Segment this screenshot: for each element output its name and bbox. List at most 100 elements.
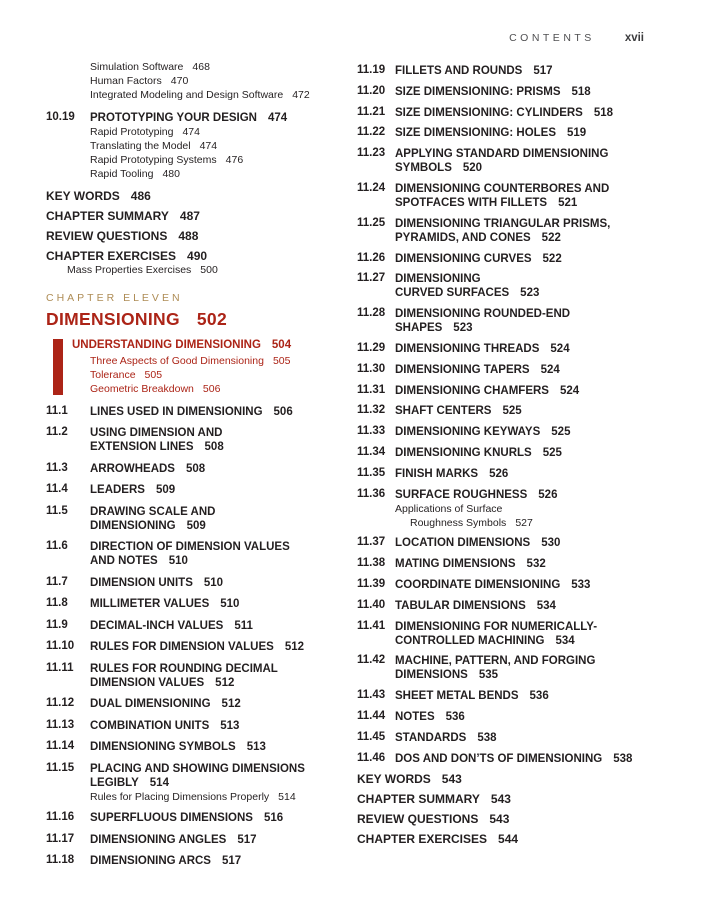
toc-entry: 11.23 APPLYING STANDARD DIMENSIONING SYMBO… [357, 147, 697, 175]
toc-entry-number: 11.44 [357, 709, 386, 722]
toc-entry: 11.8 MILLIMETER VALUES 510 [46, 597, 350, 611]
toc-entry-title: COMBINATION UNITS 513 [90, 719, 240, 732]
toc-entry-title: DIMENSIONING CURVES 522 [395, 252, 562, 265]
toc-entry-title: RULES FOR ROUNDING DECIMAL [90, 662, 278, 675]
toc-entry-number: 11.34 [357, 445, 386, 458]
back-matter-label: REVIEW QUESTIONS 543 [357, 812, 510, 827]
toc-entry-number: 11.22 [357, 126, 386, 139]
toc-page-number: 474 [182, 126, 200, 138]
toc-sub-item: Geometric Breakdown 506 [72, 382, 350, 396]
toc-entry: 11.26 DIMENSIONING CURVES 522 [357, 252, 697, 266]
toc-entry: 11.11 RULES FOR ROUNDING DECIMAL DIMENSION… [46, 662, 350, 690]
toc-entry-number: 11.20 [357, 84, 386, 97]
toc-entry: 11.2 USING DIMENSION AND EXTENSION LINES 50… [46, 426, 350, 454]
toc-sub-line: Geometric Breakdown 506 [90, 382, 221, 395]
toc-column-right: 11.19 FILLETS AND ROUNDS 517 11.20 SIZE DIME… [357, 60, 697, 852]
toc-entry-number: 11.46 [357, 751, 386, 764]
back-matter-item: KEY WORDS 543 [357, 772, 697, 787]
toc-entry: 11.3 ARROWHEADS 508 [46, 462, 350, 476]
toc-page-number: 525 [542, 446, 562, 459]
toc-page-number: 518 [593, 106, 614, 119]
toc-sub-item: Human Factors 470 [90, 74, 350, 88]
toc-entry: 11.28 DIMENSIONING ROUNDED-END SHAPES 523 [357, 307, 697, 335]
toc-entry-title: DIMENSIONING ARCS 517 [90, 855, 242, 867]
toc-entry-number: 11.35 [357, 466, 386, 479]
toc-entry-title: DIMENSIONING FOR NUMERICALLY- [395, 620, 598, 633]
toc-page-number: 524 [540, 363, 560, 376]
toc-entry: 11.36 SURFACE ROUGHNESS 526 Applications of… [357, 488, 697, 530]
toc-entry-title: LOCATION DIMENSIONS 530 [395, 537, 561, 550]
toc-entry: 11.10 RULES FOR DIMENSION VALUES 512 [46, 640, 350, 654]
toc-sub-line: Integrated Modeling and Design Software 4… [90, 89, 310, 101]
toc-page-number: 509 [186, 519, 206, 532]
toc-entry-title: SHEET METAL BENDS 536 [395, 690, 549, 703]
toc-entry-title: CURVED SURFACES 523 [395, 287, 540, 300]
toc-page-number: 508 [204, 441, 224, 453]
toc-column-left: Simulation Software 468 Human Factors 470 In… [46, 60, 350, 876]
toc-sub-line: Roughness Symbols 527 [410, 516, 533, 529]
toc-page-number: 512 [215, 676, 235, 689]
back-matter-item: CHAPTER EXERCISES 544 [357, 832, 697, 847]
toc-entry-number: 11.36 [357, 487, 386, 500]
toc-entry: 11.42 MACHINE, PATTERN, AND FORGING DIMENS… [357, 654, 697, 682]
toc-page-number: 502 [196, 308, 227, 329]
toc-entry: 11.40 TABULAR DIMENSIONS 534 [357, 599, 697, 613]
toc-entry-title: DIMENSIONING TAPERS 524 [395, 363, 560, 376]
toc-entry: 11.14 DIMENSIONING SYMBOLS 513 [46, 740, 350, 754]
toc-entry: 11.20 SIZE DIMENSIONING: PRISMS 518 [357, 85, 697, 99]
chapter-number-label: CHAPTER ELEVEN [46, 291, 183, 304]
toc-entry-number: 11.19 [357, 64, 386, 76]
toc-entry: 11.17 DIMENSIONING ANGLES 517 [46, 833, 350, 847]
toc-page-number: 517 [221, 855, 242, 867]
toc-page-number: 520 [462, 162, 483, 175]
toc-page-number: 526 [538, 488, 558, 501]
toc-page-number: 523 [453, 322, 473, 335]
toc-entry-number: 10.19 [46, 111, 75, 123]
toc-sub-line: Simulation Software 468 [90, 61, 210, 73]
toc-page-number: 543 [441, 772, 462, 787]
featured-section-title: UNDERSTANDING DIMENSIONING 504 [72, 338, 292, 351]
toc-entry-number: 11.42 [357, 654, 386, 667]
toc-sub-item: Rapid Prototyping 474 [90, 125, 350, 139]
toc-page-number: 480 [162, 168, 180, 180]
toc-entry-title: FINISH MARKS 526 [395, 467, 509, 480]
toc-entry: 11.25 DIMENSIONING TRIANGULAR PRISMS, PYRA… [357, 217, 697, 245]
toc-entry-title: DOS AND DON’TS OF DIMENSIONING 538 [395, 752, 633, 765]
toc-entry-title: ARROWHEADS 508 [90, 462, 206, 475]
toc-entry-title: SYMBOLS 520 [395, 162, 483, 175]
toc-entry: 11.37 LOCATION DIMENSIONS 530 [357, 536, 697, 550]
toc-subgroup: Simulation Software 468 Human Factors 470 In… [46, 60, 350, 102]
back-matter-item: CHAPTER EXERCISES 490 Mass Properties Exer… [46, 249, 350, 278]
toc-page-number: 510 [203, 576, 224, 589]
toc-entry: 11.32 SHAFT CENTERS 525 [357, 404, 697, 418]
toc-entry: 11.24 DIMENSIONING COUNTERBORES AND SPOTFA… [357, 182, 697, 210]
toc-sub-line: Tolerance 505 [90, 368, 163, 381]
toc-sub-line: Rapid Prototyping 474 [90, 126, 200, 138]
toc-page-number: 506 [273, 405, 293, 418]
toc-page-number: 468 [192, 61, 210, 73]
toc-entry-title: RULES FOR DIMENSION VALUES 512 [90, 641, 304, 653]
toc-page-number: 504 [271, 338, 292, 351]
toc-page-number: 523 [520, 287, 540, 300]
toc-entry-title: FILLETS AND ROUNDS 517 [395, 65, 553, 77]
toc-page-number: 516 [263, 812, 284, 824]
toc-page-number: 543 [489, 812, 510, 827]
toc-page-number: 509 [155, 484, 176, 496]
toc-entry-number: 11.38 [357, 557, 386, 570]
toc-sub-line: Translating the Model 474 [90, 140, 218, 152]
toc-page-number: 487 [179, 208, 200, 223]
toc-entry-title: SUPERFLUOUS DIMENSIONS 516 [90, 812, 284, 824]
page-header: CONTENTS xvii [509, 32, 644, 44]
toc-page-number: 513 [246, 741, 266, 753]
toc-entry-number: 11.16 [46, 811, 75, 823]
toc-entry-title: TABULAR DIMENSIONS 534 [395, 599, 556, 612]
toc-page-number: 533 [571, 578, 591, 591]
toc-sub-item: Rapid Tooling 480 [90, 167, 350, 181]
toc-entry-number: 11.33 [357, 425, 386, 438]
toc-entry: 11.9 DECIMAL-INCH VALUES 511 [46, 619, 350, 633]
featured-section: UNDERSTANDING DIMENSIONING 504 Three Aspec… [46, 338, 350, 396]
toc-sub-item: Applications of Surface Roughness Symbols… [395, 502, 697, 530]
toc-entry-title: DIMENSIONING ANGLES 517 [90, 833, 257, 846]
toc-entry: 11.12 DUAL DIMENSIONING 512 [46, 697, 350, 711]
toc-entry: 11.7 DIMENSION UNITS 510 [46, 576, 350, 590]
